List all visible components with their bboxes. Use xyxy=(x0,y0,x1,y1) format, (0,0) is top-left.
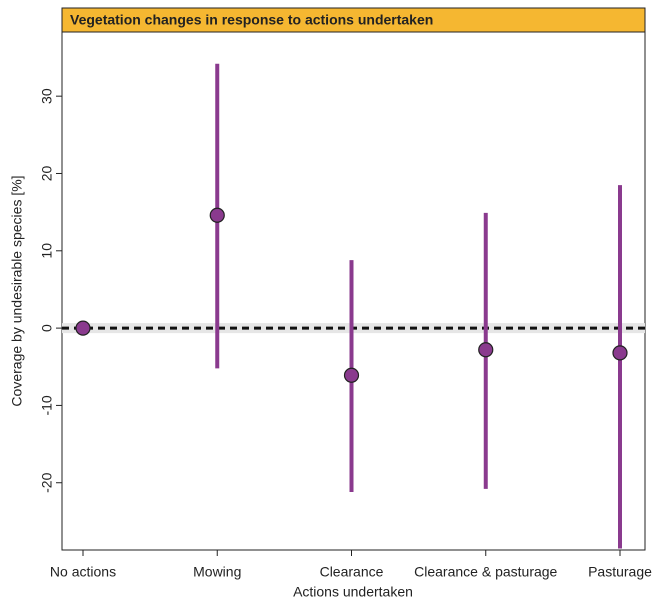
x-axis-label: Actions undertaken xyxy=(293,584,413,600)
y-tick-label: 30 xyxy=(39,88,55,104)
point xyxy=(612,345,628,361)
point xyxy=(478,342,494,358)
y-tick-label: -10 xyxy=(39,395,55,415)
x-tick-label: Clearance & pasturage xyxy=(414,564,557,580)
point xyxy=(343,367,360,383)
title-bar xyxy=(61,7,646,33)
point xyxy=(209,207,225,223)
y-tick-label: 20 xyxy=(39,165,55,181)
point xyxy=(75,320,91,336)
x-tick-label: No actions xyxy=(50,564,116,580)
x-tick-label: Pasturage xyxy=(588,564,652,580)
y-tick-label: 10 xyxy=(39,243,55,259)
y-tick-label: -20 xyxy=(39,472,55,492)
y-tick-label: 0 xyxy=(39,324,55,332)
plot-frame xyxy=(61,31,646,551)
chart-title: Vegetation changes in response to action… xyxy=(70,12,433,28)
x-tick-label: Mowing xyxy=(193,564,241,580)
x-tick-label: Clearance xyxy=(320,564,384,580)
y-axis-label: Coverage by undesirable species [%] xyxy=(9,175,25,406)
